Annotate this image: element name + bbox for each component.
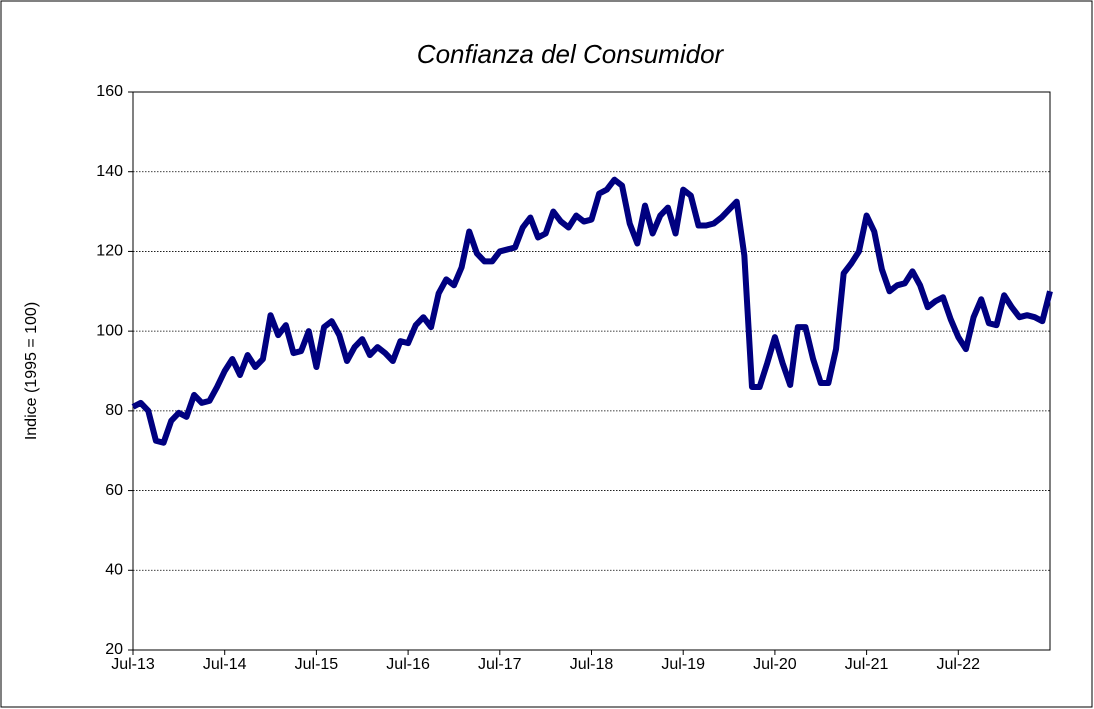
y-tick-label: 40 xyxy=(105,562,123,579)
x-tick-label: Jul-15 xyxy=(295,656,339,673)
x-tick-label: Jul-21 xyxy=(845,656,889,673)
y-tick-label: 140 xyxy=(96,163,123,180)
x-tick-label: Jul-18 xyxy=(570,656,614,673)
chart-title: Confianza del Consumidor xyxy=(417,39,725,69)
x-tick-label: Jul-19 xyxy=(661,656,705,673)
y-tick-label: 20 xyxy=(105,641,123,658)
x-tick-label: Jul-22 xyxy=(937,656,981,673)
x-tick-label: Jul-16 xyxy=(386,656,430,673)
x-tick-label: Jul-14 xyxy=(203,656,247,673)
data-line xyxy=(131,176,1053,446)
x-tick-label: Jul-20 xyxy=(753,656,797,673)
x-tick-label: Jul-17 xyxy=(478,656,522,673)
y-axis-label: Indice (1995 = 100) xyxy=(23,302,40,440)
y-tick-label: 120 xyxy=(96,243,123,260)
y-tick-label: 80 xyxy=(105,402,123,419)
y-tick-label: 100 xyxy=(96,322,123,339)
y-tick-label: 60 xyxy=(105,482,123,499)
x-tick-label: Jul-13 xyxy=(111,656,155,673)
y-tick-label: 160 xyxy=(96,83,123,100)
